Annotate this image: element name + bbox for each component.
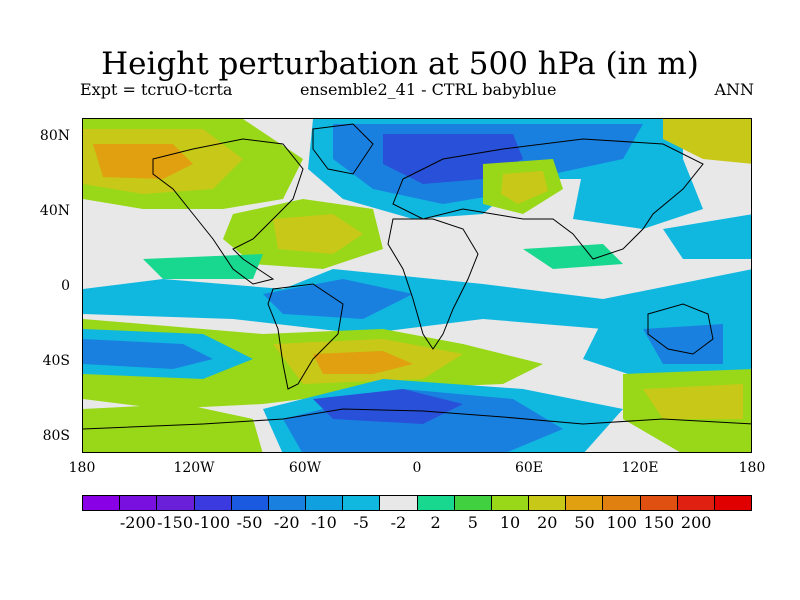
colorbar-swatch [83,496,121,510]
contour-fill [273,214,363,254]
colorbar-swatch [417,496,455,510]
contour-fill [313,389,463,424]
colorbar-label: -20 [273,513,300,532]
colorbar-label: -150 [157,513,194,532]
contour-map [83,119,751,452]
contour-fill [523,244,623,269]
contour-fill [83,269,751,334]
colorbar-swatch [380,496,418,510]
coastline-africa [387,218,479,350]
colorbar-swatch [603,496,641,510]
lon-label-180e: 180 [738,460,766,476]
coastline-eurasia [392,138,704,260]
lat-label-80n: 80N [39,128,70,144]
colorbar-swatch [157,496,195,510]
colorbar [82,495,752,511]
contour-fill [263,279,413,319]
lat-label-40s: 40S [42,353,70,369]
contour-fill [93,144,193,179]
coastline-greenland [312,123,374,175]
season-label: ANN [714,80,754,99]
lat-label-80s: 80S [42,428,70,444]
contour-fill [643,384,743,419]
lon-label-180w: 180 [68,460,96,476]
contour-fill [83,404,263,452]
experiment-label: Expt = tcruO-tcrta [80,80,233,99]
colorbar-label: 50 [574,513,595,532]
contour-fill [663,119,751,164]
chart-title: Height perturbation at 500 hPa (in m) [101,46,699,82]
colorbar-swatch [306,496,344,510]
lon-label-0: 0 [412,460,422,476]
contour-fill [573,159,703,229]
colorbar-swatch [194,496,232,510]
contour-fill [313,351,413,374]
contour-fill [663,214,751,259]
colorbar-label: -2 [390,513,407,532]
coastline-south-america [267,283,344,390]
contour-fill [501,171,548,204]
colorbar-swatch [640,496,678,510]
map-panel [82,118,752,453]
lon-label-120e: 120E [621,460,659,476]
colorbar-label: 10 [499,513,521,532]
colorbar-swatch [491,496,530,510]
colorbar-swatch [566,496,604,510]
lat-label-0: 0 [61,278,70,294]
colorbar-swatch [454,496,492,510]
colorbar-label: -5 [353,513,369,532]
colorbar-label: -50 [236,513,263,532]
contour-fill [143,254,263,279]
coastline-antarctica [83,408,751,430]
colorbar-label: -200 [119,513,156,532]
colorbar-swatch [714,496,752,510]
coastlines [83,123,751,430]
colorbar-label: -100 [194,513,231,532]
coastline-north-america [152,138,304,285]
colorbar-label: 20 [537,513,558,532]
colorbar-swatch [268,496,307,510]
coastline-australia [647,303,714,355]
colorbar-swatch [343,496,381,510]
lon-label-60e: 60E [514,460,544,476]
colorbar-label: 100 [606,513,637,532]
colorbar-label: -10 [311,513,337,532]
colorbar-swatch [120,496,158,510]
lat-label-40n: 40N [39,203,70,219]
ensemble-label: ensemble2_41 - CTRL babyblue [300,80,557,99]
colorbar-swatch [677,496,715,510]
lon-label-60w: 60W [288,460,322,476]
contour-fill [83,339,213,369]
colorbar-swatch [231,496,269,510]
colorbar-swatch [529,496,567,510]
contour-fill [643,324,723,364]
colorbar-label: 5 [467,513,478,532]
lon-label-120w: 120W [173,460,215,476]
colorbar-label: 150 [643,513,675,532]
colorbar-label: 2 [430,513,441,532]
colorbar-label: 200 [680,513,712,532]
